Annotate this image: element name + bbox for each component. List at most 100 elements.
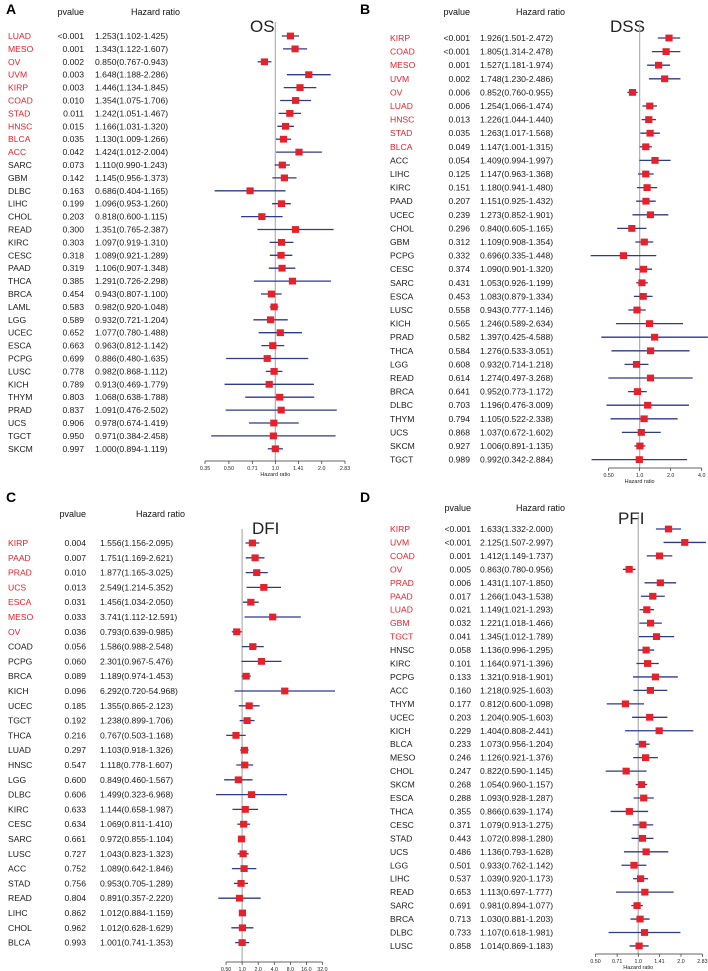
hazard-ratio-cell: 1.456(1.034-2.050) (100, 597, 173, 607)
hr-marker (643, 606, 651, 614)
hazard-ratio-cell: 0.863(0.780-0.956) (480, 564, 553, 574)
hr-marker (267, 316, 275, 324)
cancer-label: THCA (390, 806, 414, 816)
pvalue-cell: 0.663 (62, 341, 84, 351)
cancer-label: PRAD (390, 578, 414, 588)
hr-marker (628, 225, 636, 232)
pvalue-cell: 0.794 (448, 414, 470, 424)
hazard-ratio-cell: 1.039(0.920-1.173) (480, 874, 553, 884)
cancer-label: DLBC (390, 928, 413, 938)
hazard-ratio-cell: 1.204(0.905-1.603) (480, 712, 553, 722)
hazard-ratio-cell: 1.273(0.852-1.901) (480, 210, 553, 220)
pvalue-cell: 0.303 (62, 237, 84, 247)
pvalue-cell: 0.010 (62, 96, 84, 106)
pvalue-cell: 0.318 (62, 250, 84, 260)
pvalue-cell: 0.296 (448, 223, 470, 233)
cancer-label: UCEC (390, 210, 414, 220)
hr-marker (619, 252, 628, 259)
cancer-label: COAD (390, 47, 415, 57)
pvalue-cell: 0.558 (448, 305, 470, 315)
pvalue-cell: 0.005 (449, 564, 471, 574)
hr-marker (277, 251, 285, 259)
cancer-label: ESCA (390, 291, 414, 301)
hazard-ratio-cell: 1.014(0.869-1.183) (480, 941, 553, 951)
hr-marker (269, 342, 277, 349)
cancer-label: UCEC (8, 701, 32, 711)
cancer-label: PAAD (8, 263, 31, 273)
cancer-label: HNSC (8, 121, 32, 131)
pvalue-cell: 0.003 (62, 70, 84, 80)
pvalue-cell: 0.993 (64, 938, 86, 948)
pvalue-cell: 0.058 (449, 645, 471, 655)
hr-marker (636, 915, 644, 923)
cancer-label: SKCM (390, 441, 415, 451)
hr-marker (655, 552, 664, 560)
hr-marker (637, 875, 645, 883)
hr-marker (237, 835, 246, 843)
hazard-ratio-cell: 1.103(0.918-1.326) (100, 745, 173, 755)
cancer-label: KIRC (8, 804, 29, 814)
cancer-label: STAD (390, 833, 412, 843)
hazard-ratio-cell: 0.686(0.404-1.165) (95, 186, 168, 196)
pvalue-cell: 0.752 (64, 864, 86, 874)
hazard-ratio-cell: 0.972(0.855-1.104) (100, 834, 173, 844)
hr-marker (642, 197, 650, 205)
hazard-ratio-cell: 1.073(0.956-1.204) (480, 739, 553, 749)
hr-marker (662, 48, 670, 55)
hr-marker (630, 861, 638, 869)
cancer-label: KIRP (8, 83, 28, 93)
hazard-ratio-cell: 1.012(0.628-1.629) (100, 923, 173, 933)
x-axis: 0.35 0.50 0.71 1.0 1.41 2.0 2.83 Hazard ratio (200, 460, 350, 478)
cancer-label: HNSC (8, 760, 32, 770)
pvalue-cell: 0.803 (62, 392, 84, 402)
cancer-label: CESC (390, 820, 414, 830)
hazard-ratio-cell: 1.136(0.996-1.295) (480, 645, 553, 655)
hr-marker (644, 401, 652, 409)
hr-marker (645, 116, 653, 123)
pvalue-cell: 0.001 (62, 44, 84, 54)
cancer-label: UCS (8, 582, 26, 592)
pvalue-cell: 0.001 (449, 551, 471, 561)
hr-marker (649, 592, 657, 600)
hr-marker (238, 909, 247, 917)
pvalue-cell: 0.042 (62, 147, 84, 157)
pvalue-cell: 0.203 (449, 712, 471, 722)
hazard-ratio-cell: 1.254(1.066-1.474) (480, 101, 553, 111)
hr-marker (277, 200, 286, 208)
hr-marker (638, 740, 647, 748)
hr-marker (665, 34, 673, 42)
hazard-ratio-cell: 1.218(0.925-1.603) (480, 685, 553, 695)
cancer-label: SARC (8, 160, 32, 170)
pvalue-cell: 0.703 (448, 400, 470, 410)
cancer-label: ESCA (390, 793, 414, 803)
pvalue-cell: 0.006 (449, 578, 471, 588)
pvalue-cell: 0.060 (64, 656, 86, 666)
cancer-label: CHOL (8, 923, 32, 933)
hazard-ratio-cell: 0.971(0.384-2.458) (95, 431, 168, 441)
hazard-ratio-cell: 1.253(1.102-1.425) (95, 31, 168, 41)
hazard-ratio-cell: 0.978(0.674-1.419) (95, 418, 168, 428)
hazard-ratio-cell: 1.412(1.149-1.737) (480, 551, 553, 561)
hr-marker (269, 613, 277, 621)
pvalue-cell: 0.125 (448, 169, 470, 179)
hazard-ratio-cell: 1.527(1.181-1.974) (480, 60, 553, 70)
hr-marker (270, 419, 278, 427)
pvalue-cell: 0.246 (449, 753, 471, 763)
hr-marker (271, 445, 279, 453)
hazard-ratio-cell: 1.000(0.894-1.119) (95, 444, 168, 454)
hazard-ratio-header: Hazard ratio (136, 509, 185, 519)
cancer-label: LUAD (390, 605, 413, 615)
pvalue-cell: 0.013 (448, 115, 470, 125)
pvalue-cell: 0.633 (64, 804, 86, 814)
pvalue-cell: <0.001 (444, 524, 471, 534)
cancer-label: TGCT (390, 455, 414, 465)
hazard-ratio-cell: 0.818(0.600-1.115) (95, 212, 168, 222)
forest-panel-dfi: C DFI pvalue Hazard ratio KIRP 0.004 1.556(1.1… (6, 489, 335, 971)
pvalue-cell: 0.207 (448, 196, 470, 206)
pvalue-cell: 0.614 (448, 373, 470, 383)
hazard-ratio-cell: 1.069(0.811-1.410) (100, 819, 173, 829)
pvalue-cell: 0.652 (62, 328, 84, 338)
cancer-label: PCPG (390, 672, 415, 682)
hazard-ratio-cell: 1.151(0.925-1.432) (480, 196, 553, 206)
